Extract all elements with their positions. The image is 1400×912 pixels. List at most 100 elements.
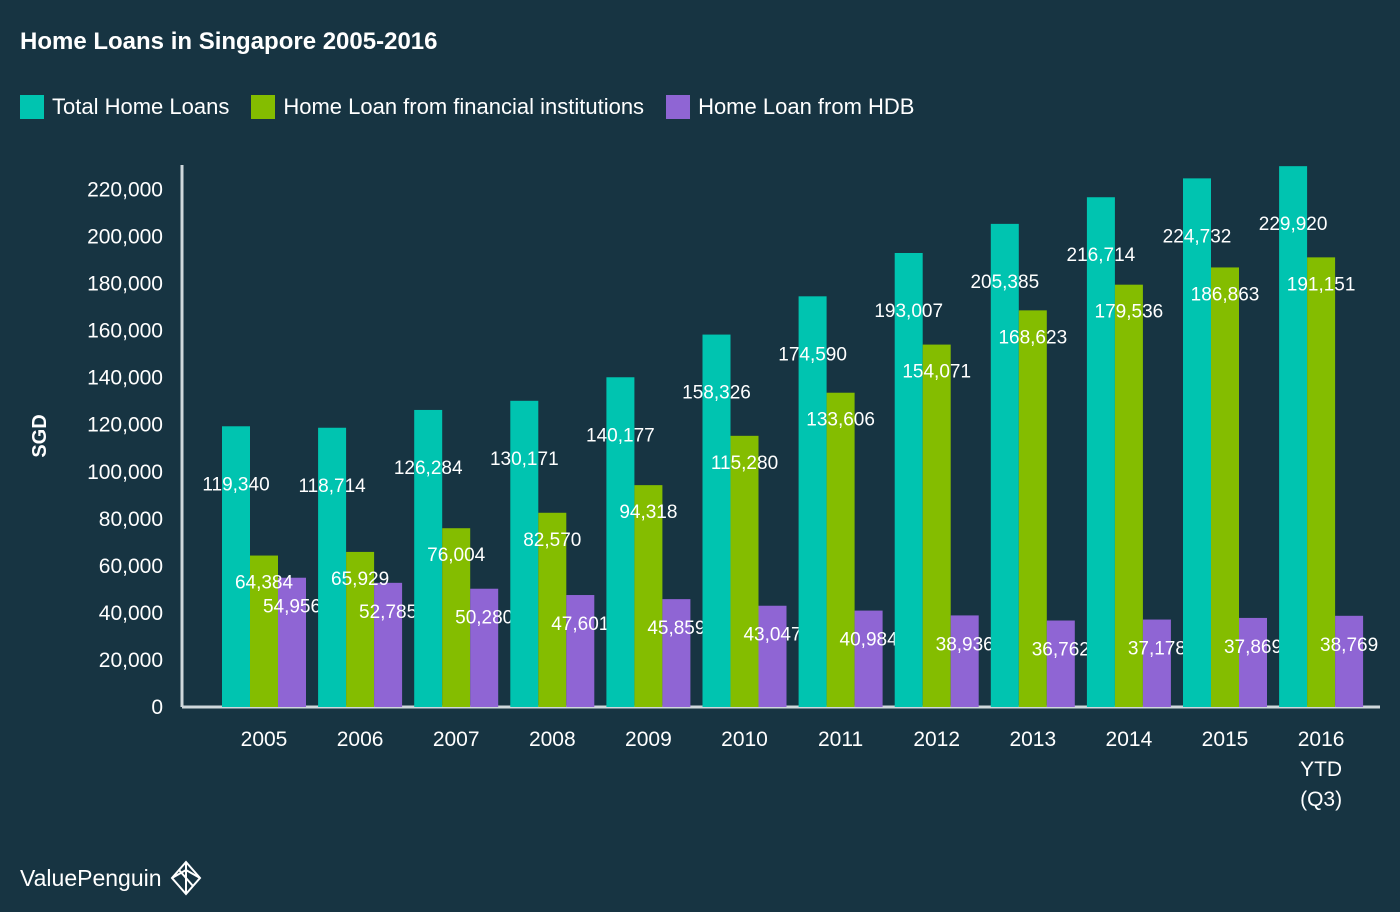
data-label-financial: 179,536 [1095,302,1164,323]
data-label-total: 119,340 [202,474,269,495]
penguin-logo-icon [170,860,201,896]
x-tick-label: YTD [1300,758,1342,781]
data-label-hdb: 47,601 [551,614,609,635]
y-tick-label: 160,000 [87,320,163,343]
bar [250,555,278,707]
x-tick-label: 2009 [625,728,672,751]
y-axis-title: SGD [29,414,51,457]
bar [758,605,787,707]
data-label-total: 130,171 [490,449,559,470]
data-label-financial: 76,004 [427,545,486,566]
legend-item-hdb: Home Loan from HDB [666,94,914,120]
x-tick-label: (Q3) [1300,788,1342,811]
x-tick-label: 2010 [721,728,768,751]
bar [1335,615,1364,707]
data-label-hdb: 38,769 [1320,635,1378,656]
bar [798,296,827,707]
data-label-hdb: 54,956 [263,597,321,618]
bar [1183,178,1211,708]
bar [442,528,471,707]
bar [566,595,595,707]
bar [278,577,306,707]
bar [826,392,855,707]
bar [894,252,923,707]
data-label-total: 216,714 [1067,245,1136,266]
data-label-total: 174,590 [778,344,847,365]
bar [606,377,635,707]
bar [1307,257,1336,707]
bar [414,409,443,707]
data-label-financial: 133,606 [806,410,875,431]
x-tick-label: 2014 [1106,728,1153,751]
data-label-total: 224,732 [1163,226,1232,247]
x-tick-label: 2012 [913,728,960,751]
data-label-hdb: 45,859 [647,618,705,639]
bar [702,334,731,707]
x-tick-label: 2008 [529,728,576,751]
x-tick-label: 2006 [337,728,384,751]
data-label-total: 158,326 [682,383,751,404]
bar [662,599,691,707]
bar [470,588,499,707]
bar [634,485,663,707]
data-label-hdb: 43,047 [743,625,801,646]
data-label-hdb: 37,869 [1224,637,1282,658]
legend-item-financial: Home Loan from financial institutions [251,94,644,120]
y-tick-label: 180,000 [87,273,163,296]
bar [1142,619,1171,707]
bar [222,426,250,707]
data-label-total: 205,385 [970,272,1039,293]
bar [730,435,759,707]
data-label-hdb: 38,936 [936,634,994,655]
legend-item-total: Total Home Loans [20,94,229,120]
bar [374,582,403,707]
data-label-total: 126,284 [394,458,463,479]
brand-name: ValuePenguin [20,864,162,891]
data-label-hdb: 37,178 [1128,639,1186,660]
data-label-total: 229,920 [1259,214,1328,235]
bar [1279,166,1308,707]
data-label-financial: 82,570 [523,530,581,551]
x-tick-label: 2013 [1009,728,1056,751]
chart-legend: Total Home Loans Home Loan from financia… [20,94,936,120]
y-tick-label: 220,000 [87,179,163,202]
data-label-financial: 115,280 [711,453,778,474]
y-tick-label: 140,000 [87,367,163,390]
data-label-financial: 94,318 [619,502,677,523]
chart-title: Home Loans in Singapore 2005-2016 [20,28,438,55]
x-tick-label: 2011 [818,728,863,751]
legend-swatch-total [20,95,44,119]
bar [990,223,1019,707]
data-label-total: 140,177 [586,425,655,446]
y-tick-label: 40,000 [99,602,163,625]
legend-label-financial: Home Loan from financial institutions [283,94,645,119]
y-tick-label: 200,000 [87,226,163,249]
data-label-total: 118,714 [298,476,366,497]
data-label-hdb: 36,762 [1032,640,1090,661]
legend-label-total: Total Home Loans [52,94,230,119]
y-tick-label: 0 [151,696,163,719]
y-tick-label: 20,000 [99,649,163,672]
legend-swatch-financial [251,95,276,119]
y-tick-label: 60,000 [99,555,163,578]
data-label-hdb: 40,984 [840,630,899,651]
data-label-hdb: 52,785 [359,602,417,623]
x-tick-label: 2015 [1202,728,1249,751]
y-tick-label: 120,000 [87,414,163,437]
data-label-total: 193,007 [874,301,943,322]
bar [1018,310,1047,707]
data-label-financial: 65,929 [331,569,389,590]
bar [1239,617,1267,707]
x-tick-label: 2005 [241,728,288,751]
legend-label-hdb: Home Loan from HDB [698,94,915,119]
data-label-hdb: 50,280 [455,608,513,629]
bar [950,615,979,707]
bar [1086,197,1115,708]
bar [1114,284,1143,707]
legend-swatch-hdb [666,95,691,119]
data-label-financial: 64,384 [235,573,294,594]
bar [538,512,567,707]
data-label-financial: 154,071 [902,362,971,383]
x-tick-label: 2016 [1298,728,1345,751]
data-label-financial: 191,151 [1287,274,1356,295]
